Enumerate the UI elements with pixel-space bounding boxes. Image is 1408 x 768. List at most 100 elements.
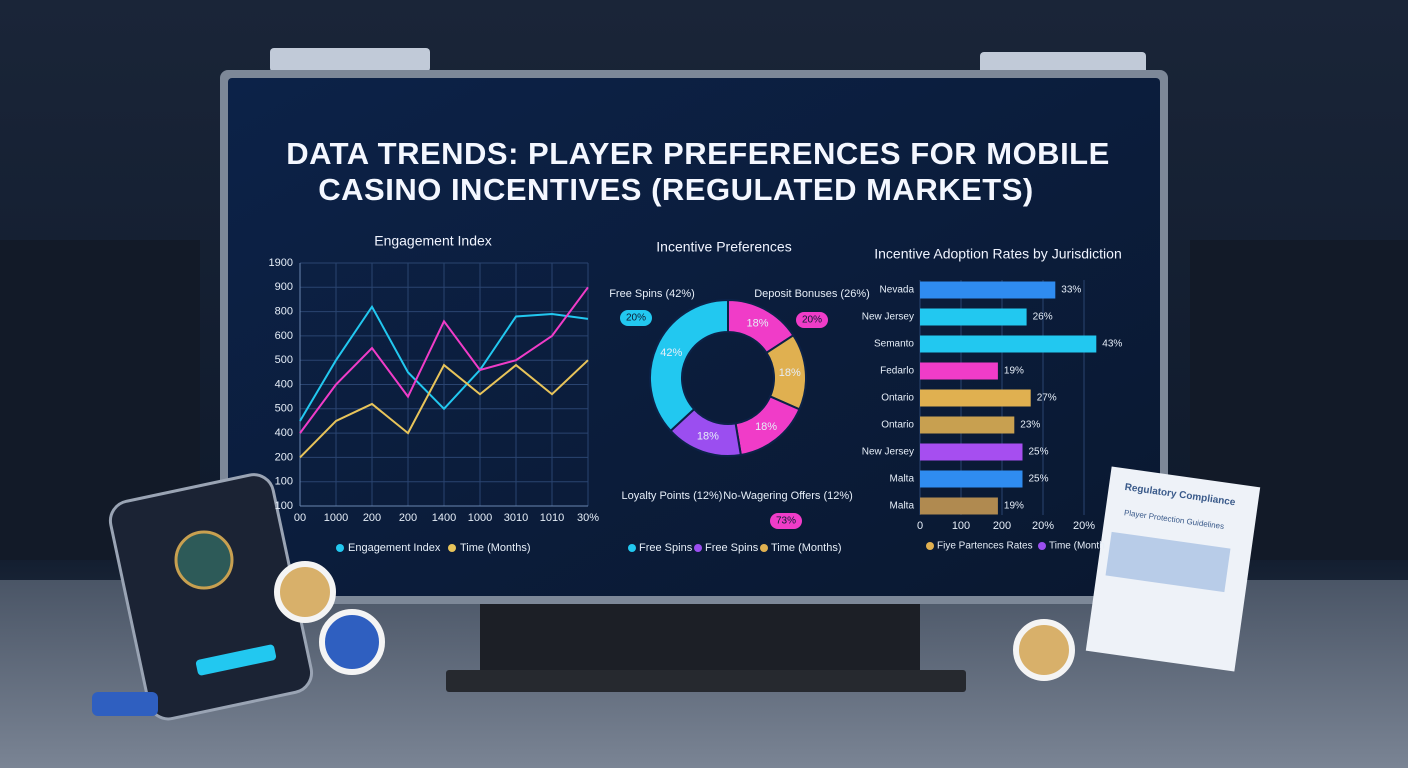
legend-label: Engagement Index [348, 542, 441, 554]
legend-swatch [1038, 542, 1046, 550]
badge-label: 73% [776, 516, 796, 527]
x-tick-label: 0 [917, 520, 923, 532]
y-tick-label: Malta [890, 501, 915, 512]
legend-label: Time (Month [1049, 541, 1105, 552]
bar-label: 23% [1020, 420, 1040, 431]
legend-swatch [694, 544, 702, 552]
badge [796, 312, 828, 328]
x-tick-label: 1000 [468, 512, 492, 524]
main-title: DATA TRENDS: PLAYER PREFERENCES FOR MOBI… [286, 136, 1110, 171]
bar-label: 19% [1004, 366, 1024, 377]
y-tick-label: 100 [275, 476, 293, 488]
bar-label: 43% [1102, 339, 1122, 350]
x-tick-label: 200 [993, 520, 1011, 532]
y-tick-label: 900 [275, 281, 293, 293]
bar-label: 26% [1033, 312, 1053, 323]
slice-label: 18% [779, 367, 801, 379]
y-tick-label: 500 [275, 403, 293, 415]
x-tick-label: 00 [294, 512, 306, 524]
badge [770, 513, 802, 529]
x-tick-label: 1010 [540, 512, 564, 524]
y-tick-label: 100 [275, 500, 293, 512]
chart-title: Incentive Preferences [656, 239, 791, 255]
legend-label: Fiye Partences Rates [937, 541, 1033, 552]
x-tick-label: 1400 [432, 512, 456, 524]
compliance-document: Regulatory Compliance Player Protection … [1085, 466, 1261, 672]
phone-button [195, 644, 277, 676]
y-tick-label: New Jersey [862, 447, 914, 458]
y-tick-label: 500 [275, 354, 293, 366]
phone [108, 473, 314, 721]
slice-label: 42% [660, 347, 682, 359]
pie-slice [649, 298, 729, 433]
bar [920, 470, 1023, 488]
x-tick-label: 20% [1073, 520, 1095, 532]
legend-swatch [448, 544, 456, 552]
y-tick-label: 400 [275, 427, 293, 439]
y-tick-label: 1900 [269, 257, 293, 269]
bar [920, 416, 1015, 434]
bar [920, 308, 1027, 326]
chip [1013, 619, 1075, 681]
bar [920, 443, 1023, 461]
y-tick-label: Ontario [881, 393, 914, 404]
bar-label: 19% [1004, 501, 1024, 512]
slice-label: 18% [755, 421, 777, 433]
x-tick-label: 3010 [504, 512, 528, 524]
x-tick-label: 200 [363, 512, 381, 524]
y-tick-label: 200 [275, 451, 293, 463]
x-tick-label: 1000 [324, 512, 348, 524]
phone-icon [174, 530, 234, 590]
legend-label: Time (Months) [460, 542, 531, 554]
slice-label: 18% [746, 317, 768, 329]
line-series [299, 304, 589, 422]
bar [920, 497, 998, 515]
document-block [1105, 531, 1231, 593]
legend-label: Free Spins [639, 542, 693, 554]
legend-label: Free Spins [705, 542, 759, 554]
x-tick-label: 30% [577, 512, 599, 524]
bar-label: 25% [1029, 474, 1049, 485]
chart-title: Engagement Index [374, 233, 492, 249]
badge-label: 20% [802, 315, 822, 326]
y-tick-label: Malta [890, 474, 915, 485]
legend-swatch [628, 544, 636, 552]
main-title: CASINO INCENTIVES (REGULATED MARKETS) [318, 172, 1033, 207]
y-tick-label: Ontario [881, 420, 914, 431]
bar-label: 33% [1061, 285, 1081, 296]
slice-category: Free Spins (42%) [609, 288, 695, 300]
bar [920, 281, 1056, 299]
y-tick-label: New Jersey [862, 312, 914, 323]
legend-label: Time (Months) [771, 542, 842, 554]
chip-stack [92, 692, 158, 716]
chip [319, 609, 385, 675]
x-tick-label: 200 [399, 512, 417, 524]
bar-label: 27% [1037, 393, 1057, 404]
y-tick-label: Fedarlo [880, 366, 914, 377]
legend-swatch [926, 542, 934, 550]
bar [920, 335, 1097, 353]
slice-category: Deposit Bonuses (26%) [754, 288, 870, 300]
slice-label: 18% [697, 431, 719, 443]
slice-category: No-Wagering Offers (12%) [723, 490, 853, 502]
chip [274, 561, 336, 623]
bar [920, 389, 1031, 407]
y-tick-label: 600 [275, 330, 293, 342]
line-series [299, 359, 589, 459]
line-series [299, 286, 589, 434]
y-tick-label: Semanto [874, 339, 914, 350]
chart-title: Incentive Adoption Rates by Jurisdiction [874, 246, 1121, 262]
y-tick-label: Nevada [880, 285, 915, 296]
bar-label: 25% [1029, 447, 1049, 458]
legend-swatch [760, 544, 768, 552]
ceiling-light [270, 48, 430, 72]
x-tick-label: 20% [1032, 520, 1054, 532]
slice-category: Loyalty Points (12%) [622, 490, 723, 502]
legend-swatch [336, 544, 344, 552]
badge-label: 20% [626, 313, 646, 324]
monitor-base [446, 670, 966, 692]
bar [920, 362, 998, 380]
y-tick-label: 400 [275, 378, 293, 390]
